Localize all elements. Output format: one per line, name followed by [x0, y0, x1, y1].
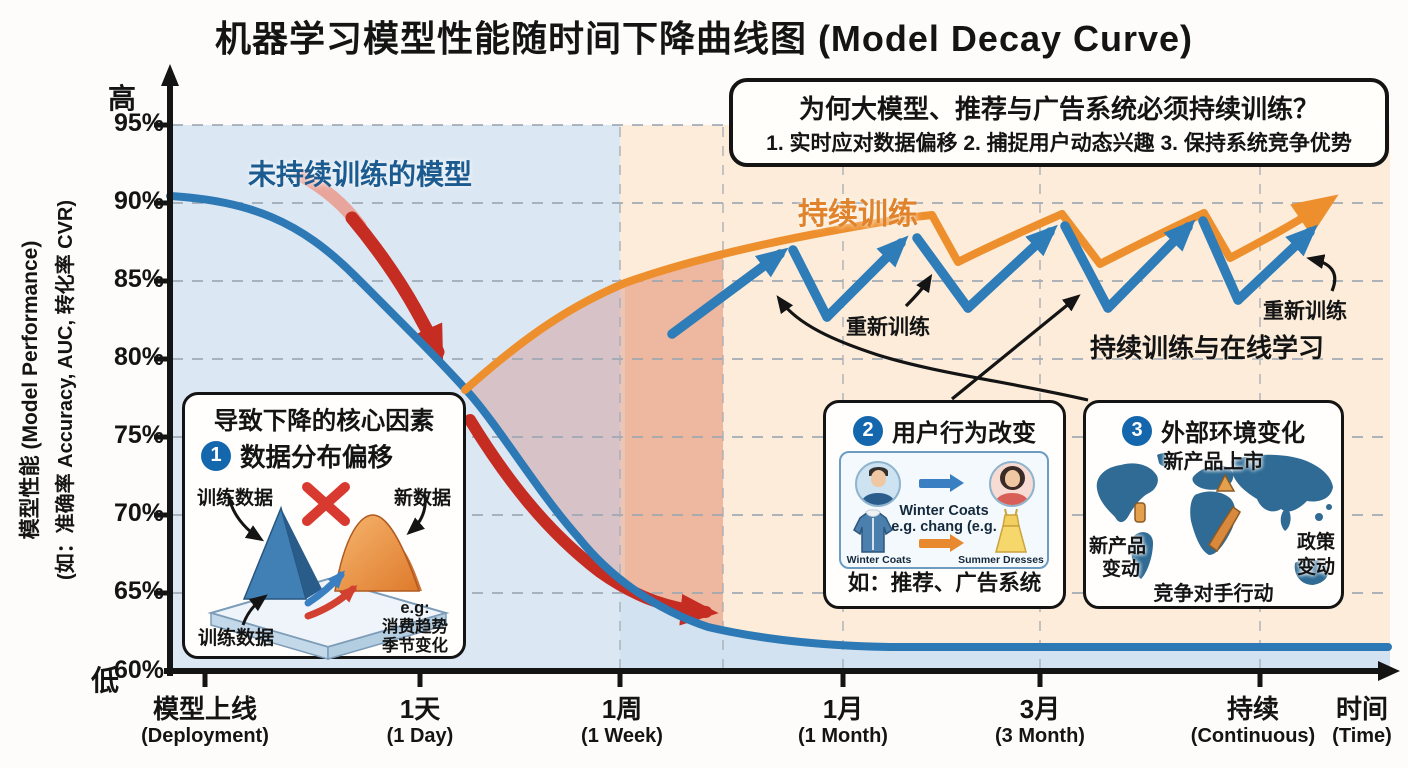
europe-marker — [1215, 473, 1236, 492]
mismatch-x-icon — [302, 482, 350, 526]
retrain-pointer-right — [1306, 254, 1337, 292]
world-map — [1096, 453, 1333, 585]
retrain-pointer-left — [904, 273, 933, 308]
info-box-title: 为何大模型、推荐与广告系统必须持续训练？ — [798, 94, 1319, 124]
retrain-label-right: 重新训练 — [1263, 300, 1347, 323]
badge-2-icon: 2 — [853, 415, 883, 446]
new-data-bell — [334, 514, 421, 592]
summer-dresses-label: Summer Dresses — [958, 554, 1044, 566]
y-tick-70: 70% — [113, 499, 164, 527]
x-tick-1day: 1天 (1 Day) — [386, 694, 454, 747]
y-axis-high-label: 高 — [108, 83, 137, 114]
y-tick-marks — [154, 122, 170, 596]
box3-label-left-2: 变动 — [1102, 559, 1141, 580]
box1-heading: 导致下降的核心因素 — [213, 408, 435, 435]
x-axis-time-label: 时间 (Time) — [1332, 694, 1392, 747]
annotation-arrows — [776, 254, 1337, 402]
factor-box-user-behavior: 2 用户行为改变 Winter Coats e.g. chang (e.g. — [823, 400, 1066, 609]
box2-heading: 用户行为改变 — [892, 420, 1036, 447]
why-continuous-training-box: 为何大模型、推荐与广告系统必须持续训练？ 1. 实时应对数据偏移 2. 捕捉用户… — [729, 78, 1389, 167]
box1-example-text: e.g: 消费趋势 季节变化 — [382, 599, 448, 655]
shift-arrow-blue — [304, 570, 346, 607]
male-user-avatar — [855, 461, 901, 507]
x-tick-1month: 1月 (1 Month) — [798, 694, 888, 747]
winter-coat-icon — [853, 509, 893, 553]
box3-heading: 外部环境变化 — [1161, 420, 1305, 447]
retrain-zigzag-arrows — [667, 216, 1318, 339]
badge-3-icon: 3 — [1122, 415, 1152, 446]
decay-red-arrow-upper — [345, 211, 445, 364]
box3-label-left-1: 新产品 — [1089, 536, 1147, 557]
y-axis-low-label: 低 — [91, 665, 120, 696]
box1-pointer-arrows — [227, 494, 427, 626]
factor-arrow-straight — [950, 294, 1081, 401]
box2-mid-text-2: e.g. chang (e.g. — [891, 519, 997, 535]
change-arrow-bottom-icon — [919, 534, 964, 552]
factor-box-data-drift: 导致下降的核心因素 1 数据分布偏移 — [182, 392, 466, 660]
x-tick-1week: 1周 (1 Week) — [581, 694, 663, 747]
box3-label-top: 新产品上市 — [1163, 451, 1264, 473]
page-title: 机器学习模型性能随时间下降曲线图 (Model Decay Curve) — [214, 18, 1194, 59]
winter-coats-label: Winter Coats — [846, 554, 912, 566]
y-tick-85: 85% — [113, 265, 164, 293]
summer-dress-icon — [995, 508, 1027, 553]
y-tick-80: 80% — [113, 343, 164, 371]
data-drift-illustration — [207, 482, 450, 660]
box1-train-data-label-top: 训练数据 — [197, 488, 274, 509]
y-tick-90: 90% — [113, 187, 164, 215]
continuous-curve-label: 持续训练 — [798, 198, 918, 231]
continuous-curve-line — [461, 194, 1339, 394]
vertical-gridlines — [619, 127, 1261, 669]
change-arrow-top-icon — [919, 474, 964, 492]
online-learning-label: 持续训练与在线学习 — [1090, 333, 1325, 363]
info-box-points: 1. 实时应对数据偏移 2. 捕捉用户动态兴趣 3. 保持系统竞争优势 — [766, 132, 1352, 155]
north-america-marker — [1134, 502, 1146, 523]
retrain-label-left: 重新训练 — [846, 316, 930, 339]
map-continents — [1096, 453, 1333, 585]
decay-curve-line — [166, 192, 1392, 651]
box1-new-data-label: 新数据 — [393, 488, 451, 509]
y-tick-65: 65% — [113, 577, 164, 605]
y-tick-75: 75% — [113, 421, 164, 449]
training-data-pyramid-shade — [281, 508, 322, 599]
x-tick-marks — [202, 671, 1263, 687]
factor-arrow-long — [776, 295, 1089, 402]
decay-curve-label: 未持续训练的模型 — [248, 159, 473, 190]
y-axis-title: 模型性能 (Model Performance) — [19, 240, 42, 540]
y-tick-95: 95% — [113, 109, 164, 137]
performance-gap-band — [625, 252, 723, 630]
x-axis-arrowhead — [1378, 661, 1400, 681]
y-axis-subtitle: (如：准确率 Accuracy, AUC, 转化率 CVR) — [55, 199, 77, 581]
box3-label-bottom: 竞争对手行动 — [1153, 583, 1274, 605]
box3-label-right-2: 变动 — [1296, 557, 1335, 578]
female-user-avatar — [989, 461, 1035, 507]
badge-1-icon: 1 — [201, 440, 231, 471]
y-tick-60: 60% — [113, 656, 164, 684]
box2-caption: 如：推荐、广告系统 — [847, 571, 1042, 595]
box3-label-right-1: 政策 — [1296, 532, 1335, 553]
box2-mid-text-1: Winter Coats — [899, 503, 989, 519]
y-axis-arrowhead — [161, 64, 179, 86]
x-tick-3month: 3月 (3 Month) — [995, 694, 1085, 747]
x-tick-continuous: 持续 (Continuous) — [1190, 694, 1316, 747]
shift-arrow-red — [304, 584, 358, 620]
behavior-panel: Winter Coats e.g. chang (e.g. Winter Coa… — [839, 451, 1049, 569]
x-tick-deployment: 模型上线 (Deployment) — [141, 694, 269, 747]
axes — [154, 64, 1400, 687]
box1-train-data-label-bottom: 训练数据 — [198, 628, 275, 649]
factor-box-external-environment: 3 外部环境变化 新产品上市 新产品 变动 政策 变动 竞争对手行动 — [1083, 400, 1344, 609]
africa-marker — [1208, 505, 1241, 553]
platform-right-side — [327, 612, 447, 660]
box1-subheading: 数据分布偏移 — [240, 444, 394, 472]
decay-red-arrow-lower — [464, 414, 719, 626]
